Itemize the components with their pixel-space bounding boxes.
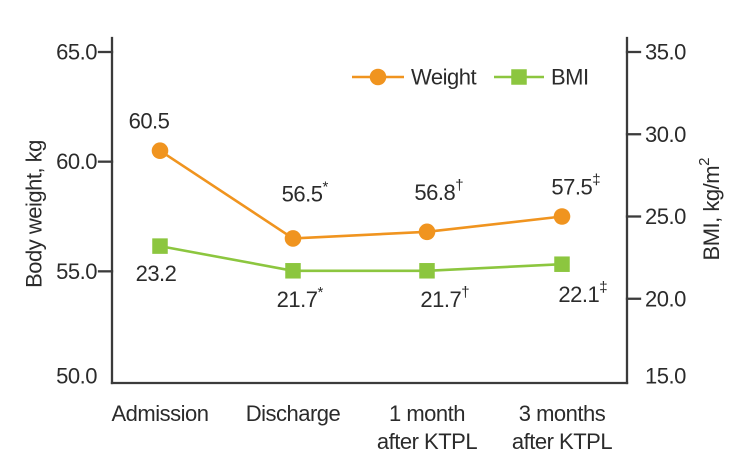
legend-bmi-marker [511,69,527,85]
left-axis-tick-label: 55.0 [56,259,97,284]
bmi-marker [152,238,168,254]
bmi-point-label: 21.7* [277,283,324,311]
legend-weight-marker [369,68,387,86]
right-axis-tick-label: 20.0 [645,286,686,311]
bmi-series-line [159,244,563,273]
bmi-marker [419,263,435,279]
weight-point-label: 56.8† [414,176,463,204]
x-category-label: Admission [112,401,209,426]
weight-marker [553,208,571,225]
right-axis-tick-label: 15.0 [645,364,686,389]
bmi-marker [285,263,301,279]
weight-series-line [159,149,563,240]
bmi-point-label: 23.2 [136,261,177,286]
right-axis-tick-label: 25.0 [645,204,686,229]
bmi-marker [554,256,570,272]
legend-weight-label: Weight [411,65,476,90]
weight-marker [418,223,436,241]
x-category-label: Discharge [246,401,341,426]
left-axis-title: Body weight, kg [22,140,47,288]
weight-point-label: 60.5 [129,108,170,133]
right-axis-title: BMI, kg/m2 [696,158,724,261]
x-category-label: 1 month after KTPL [377,401,477,454]
left-axis-tick-label: 50.0 [56,364,97,389]
left-axis-tick-label: 65.0 [56,40,97,65]
right-axis-tick-label: 30.0 [645,122,686,147]
x-category-label: 3 months after KTPL [512,401,612,454]
weight-marker [151,142,169,159]
left-axis-tick-label: 60.0 [56,149,97,174]
weight-point-label: 56.5* [282,178,329,206]
legend-bmi-label: BMI [551,65,589,90]
legend: Weight BMI [352,65,589,90]
right-axis-tick-label: 35.0 [645,40,686,65]
bmi-point-label: 21.7† [420,283,469,311]
bmi-point-label: 22.1‡ [558,279,607,307]
weight-point-label: 57.5‡ [551,171,600,199]
weight-marker [284,230,302,247]
